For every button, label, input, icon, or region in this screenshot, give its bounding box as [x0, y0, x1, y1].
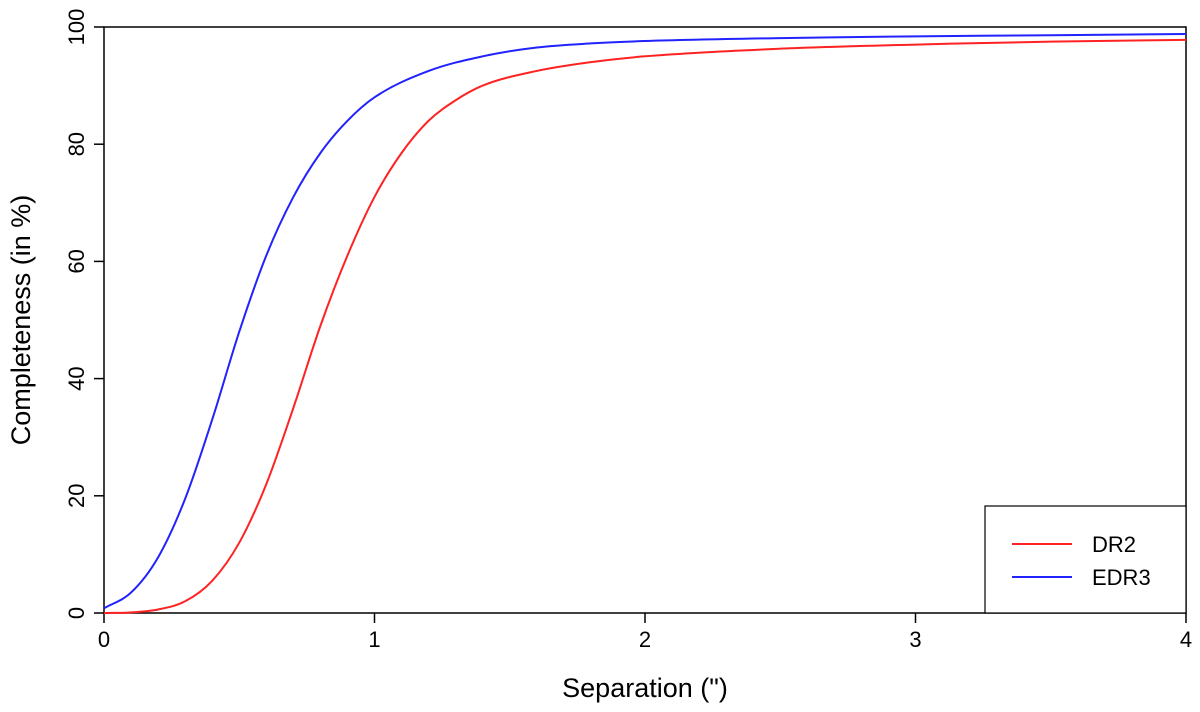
- x-tick-label-4: 4: [1180, 627, 1192, 652]
- x-tick-label-3: 3: [909, 627, 921, 652]
- x-tick-label-0: 0: [98, 627, 110, 652]
- y-axis: 0 20 40 60 80 100: [64, 9, 104, 619]
- y-axis-title: Completeness (in %): [6, 195, 36, 446]
- x-tick-label-1: 1: [368, 627, 380, 652]
- series-layer: [103, 33, 1187, 614]
- y-tick-label-3: 60: [64, 249, 89, 273]
- legend-box: [984, 505, 1187, 614]
- y-tick-label-0: 0: [64, 607, 89, 619]
- x-tick-label-2: 2: [639, 627, 651, 652]
- y-tick-label-2: 40: [64, 366, 89, 390]
- legend-label-dr2: DR2: [1092, 532, 1136, 557]
- y-tick-label-1: 20: [64, 484, 89, 508]
- x-axis: 0 1 2 3 4: [98, 613, 1192, 652]
- y-tick-label-4: 80: [64, 132, 89, 156]
- y-tick-label-5: 100: [64, 9, 89, 46]
- legend-label-edr3: EDR3: [1092, 565, 1151, 590]
- series-line-dr2: [103, 38, 1187, 614]
- series-line-edr3: [103, 33, 1187, 610]
- x-axis-title: Separation ("): [562, 673, 728, 703]
- legend: DR2 EDR3: [984, 505, 1187, 614]
